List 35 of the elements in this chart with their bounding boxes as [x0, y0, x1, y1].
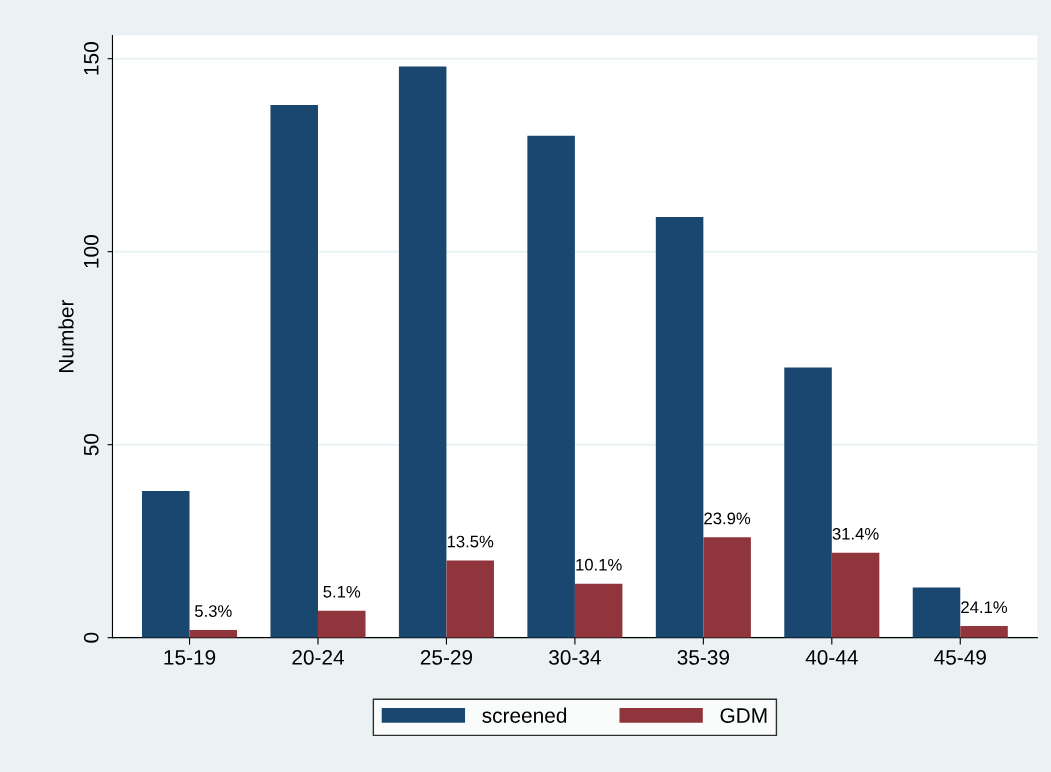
y-tick-label: 150	[83, 42, 99, 75]
bar	[784, 367, 832, 638]
annotation: 10.1%	[576, 558, 622, 571]
x-tick-label: 25-29	[420, 650, 473, 665]
legend-label: screened	[482, 707, 567, 723]
y-axis-title: Number	[58, 299, 74, 372]
y-tick-label: 100	[83, 235, 99, 268]
bar	[142, 490, 190, 638]
bar	[270, 104, 318, 638]
bar	[446, 560, 494, 638]
legend-label: GDM	[720, 708, 767, 723]
bar	[912, 587, 961, 638]
bar	[655, 216, 704, 638]
bar	[189, 629, 238, 638]
x-tick-label: 45-49	[934, 650, 986, 665]
bar	[703, 537, 751, 638]
x-tick-label: 35-39	[677, 650, 730, 665]
annotation: 5.3%	[194, 605, 232, 617]
x-tick-label: 40-44	[805, 650, 858, 665]
bar	[831, 552, 880, 638]
bar	[398, 66, 447, 638]
bar	[527, 135, 575, 638]
annotation: 5.1%	[323, 585, 361, 598]
bar	[574, 583, 623, 638]
bar	[960, 626, 1008, 638]
x-tick-label: 20-24	[292, 650, 345, 665]
annotation: 23.9%	[704, 512, 751, 525]
annotation: 13.5%	[447, 535, 494, 548]
annotation: 24.1%	[961, 601, 1008, 614]
x-tick-label: 15-19	[164, 650, 216, 665]
annotation: 31.4%	[832, 527, 879, 540]
y-tick-label: 50	[83, 433, 99, 456]
bar	[317, 610, 366, 638]
x-tick-label: 30-34	[549, 650, 601, 665]
y-tick-label: 0	[83, 632, 99, 643]
